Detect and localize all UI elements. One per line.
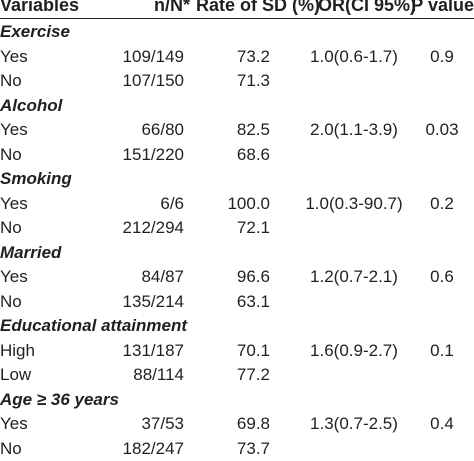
row-label: Yes bbox=[0, 120, 28, 139]
row-rate: 96.6 bbox=[236, 267, 270, 286]
table-row: Low 88/114 77.2 bbox=[0, 363, 474, 387]
row-n-over-n: 212/294 bbox=[122, 218, 184, 237]
table-row: High 131/187 70.1 1.6(0.9-2.7) 0.1 bbox=[0, 339, 474, 363]
row-rate: 73.2 bbox=[236, 46, 270, 66]
group-title: Smoking bbox=[0, 169, 72, 188]
row-rate: 63.1 bbox=[236, 291, 270, 311]
table-row: Yes 6/6 100.0 1.0(0.3-90.7) 0.2 bbox=[0, 192, 474, 216]
row-label: Yes bbox=[0, 46, 28, 66]
row-label: Yes bbox=[0, 267, 28, 286]
group-title-row: Educational attainment bbox=[0, 314, 474, 338]
row-rate: 82.5 bbox=[236, 120, 270, 139]
group-title: Married bbox=[0, 242, 62, 262]
row-or-ci: 1.0(0.6-1.7) bbox=[310, 46, 398, 66]
row-label: Yes bbox=[0, 193, 28, 213]
row-or-ci: 1.6(0.9-2.7) bbox=[310, 340, 398, 360]
row-or-ci: 2.0(1.1-3.9) bbox=[310, 120, 398, 139]
group-title: Exercise bbox=[0, 22, 70, 41]
group-title-row: Smoking bbox=[0, 167, 474, 191]
row-n-over-n: 6/6 bbox=[160, 193, 184, 213]
group-title-row: Alcohol bbox=[0, 94, 474, 118]
header-rate-of-sd: Rate of SD (%) bbox=[196, 0, 321, 15]
row-p-value: 0.2 bbox=[430, 193, 454, 213]
row-p-value: 0.4 bbox=[430, 414, 454, 433]
row-p-value: 0.6 bbox=[430, 267, 454, 286]
row-label: No bbox=[0, 144, 22, 164]
row-label: Low bbox=[0, 365, 32, 384]
group-title-row: Exercise bbox=[0, 20, 474, 44]
row-p-value: 0.9 bbox=[430, 46, 454, 66]
row-n-over-n: 88/114 bbox=[133, 365, 184, 384]
row-or-ci: 1.0(0.3-90.7) bbox=[305, 193, 403, 213]
header-variables: Variables bbox=[0, 0, 80, 15]
row-label: No bbox=[0, 71, 22, 90]
row-n-over-n: 37/53 bbox=[141, 414, 184, 433]
table-row: No 151/220 68.6 bbox=[0, 143, 474, 167]
row-label: No bbox=[0, 438, 22, 458]
header-n-over-n: n/N* bbox=[154, 0, 190, 15]
row-p-value: 0.1 bbox=[430, 340, 454, 360]
row-n-over-n: 151/220 bbox=[122, 144, 184, 164]
row-or-ci: 1.2(0.7-2.1) bbox=[310, 267, 398, 286]
row-rate: 70.1 bbox=[236, 340, 270, 360]
row-label: High bbox=[0, 340, 35, 360]
table-row: Yes 37/53 69.8 1.3(0.7-2.5) 0.4 bbox=[0, 412, 474, 436]
row-n-over-n: 131/187 bbox=[122, 340, 184, 360]
table-row: No 135/214 63.1 bbox=[0, 290, 474, 314]
row-rate: 77.2 bbox=[236, 365, 270, 384]
row-rate: 69.8 bbox=[236, 414, 270, 433]
row-p-value: 0.03 bbox=[425, 120, 459, 139]
group-title: Educational attainment bbox=[0, 316, 188, 335]
table-row: Yes 84/87 96.6 1.2(0.7-2.1) 0.6 bbox=[0, 265, 474, 289]
row-label: Yes bbox=[0, 414, 28, 433]
row-rate: 100.0 bbox=[227, 193, 270, 213]
table-row: Yes 109/149 73.2 1.0(0.6-1.7) 0.9 bbox=[0, 45, 474, 69]
group-title: Age ≥ 36 years bbox=[0, 389, 119, 409]
row-rate: 73.7 bbox=[236, 438, 270, 458]
row-label: No bbox=[0, 218, 22, 237]
row-n-over-n: 66/80 bbox=[141, 120, 184, 139]
row-rate: 68.6 bbox=[236, 144, 270, 164]
table-row: No 107/150 71.3 bbox=[0, 69, 474, 93]
header-rule bbox=[0, 18, 474, 19]
table-row: No 212/294 72.1 bbox=[0, 216, 474, 240]
row-label: No bbox=[0, 291, 22, 311]
table-row: Yes 66/80 82.5 2.0(1.1-3.9) 0.03 bbox=[0, 118, 474, 142]
group-title-row: Married bbox=[0, 241, 474, 265]
row-n-over-n: 84/87 bbox=[141, 267, 184, 286]
row-n-over-n: 182/247 bbox=[122, 438, 184, 458]
table-header: Variables n/N* Rate of SD (%) OR(CI 95%)… bbox=[0, 0, 474, 18]
row-n-over-n: 135/214 bbox=[122, 291, 184, 311]
header-p-value: P value bbox=[411, 0, 474, 15]
row-n-over-n: 107/150 bbox=[122, 71, 184, 90]
group-title: Alcohol bbox=[0, 95, 63, 115]
table-row: No 182/247 73.7 bbox=[0, 437, 474, 461]
group-title-row: Age ≥ 36 years bbox=[0, 388, 474, 412]
header-or-ci: OR(CI 95%) bbox=[318, 0, 417, 15]
row-rate: 72.1 bbox=[236, 218, 270, 237]
row-rate: 71.3 bbox=[236, 71, 270, 90]
row-or-ci: 1.3(0.7-2.5) bbox=[310, 414, 398, 433]
row-n-over-n: 109/149 bbox=[122, 46, 184, 66]
